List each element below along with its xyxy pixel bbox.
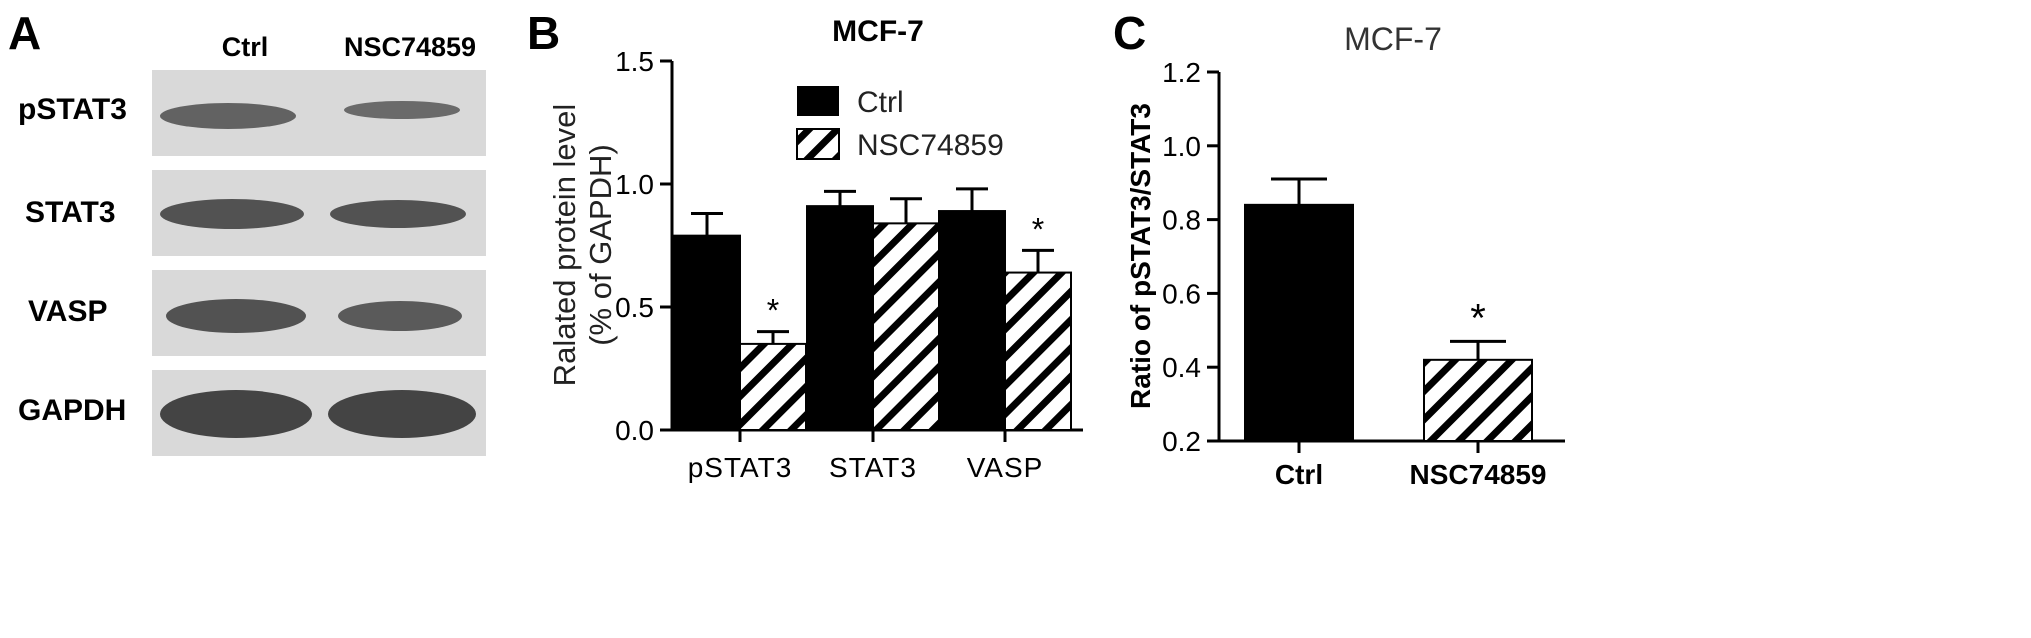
panel-b-letter: B [527, 7, 561, 59]
legend-swatch-nsc74859 [796, 128, 840, 160]
band-stat3-nsc74859 [330, 200, 466, 228]
blot-strip-stat3 [152, 170, 486, 256]
bar-pstat3-ctrl [673, 234, 741, 431]
blot-label-stat3: STAT3 [25, 196, 116, 229]
legend-swatch-ctrl [797, 86, 839, 116]
bar-ctrl [1244, 203, 1354, 442]
chart-c-y-tick-label: 1.2 [1162, 57, 1201, 88]
chart-c-x-tick-label: NSC74859 [1410, 459, 1547, 490]
blot-strip-vasp [152, 270, 486, 356]
chart-b: MCF-7 0.0 0.5 1.0 1.5 pSTAT3 * STAT3 VASP * Ralate… [547, 15, 1083, 483]
chart-c-y-tick-label: 0.6 [1162, 278, 1201, 309]
chart-b-x-tick-label: pSTAT3 [688, 452, 793, 483]
chart-c-significance-star: * [1470, 296, 1486, 340]
lane-header-nsc74859: NSC74859 [343, 32, 477, 62]
band-gapdh-nsc74859 [328, 390, 476, 438]
chart-c-y-tick-label: 0.8 [1162, 205, 1201, 236]
band-gapdh-ctrl [160, 390, 312, 438]
blot-strip-gapdh [152, 370, 486, 456]
chart-b-y-label-line: Ralated protein level [547, 104, 582, 387]
chart-b-y-tick-label: 0.5 [615, 292, 654, 323]
chart-c-y-tick-label: 0.2 [1162, 426, 1201, 457]
chart-c-y-tick-label: 1.0 [1162, 131, 1201, 162]
blot-strip-pstat3 [152, 70, 486, 156]
chart-b-legend: Ctrl NSC74859 [796, 86, 1004, 162]
chart-b-title: MCF-7 [832, 15, 924, 48]
bar-stat3-ctrl [806, 205, 874, 431]
bar-vasp-nsc74859 [1004, 271, 1072, 431]
band-pstat3-ctrl [160, 103, 296, 129]
panel-a-letter: A [8, 7, 42, 59]
chart-b-x-tick-label: VASP [967, 452, 1044, 483]
chart-b-y-tick-label: 0.0 [615, 415, 654, 446]
panel-c-letter: C [1113, 7, 1147, 59]
chart-c: MCF-7 0.2 0.4 0.6 0.8 1.0 1.2 Ctrl NSC74859 * Rati… [1125, 21, 1565, 490]
legend-label-nsc74859: NSC74859 [857, 129, 1004, 162]
chart-b-y-tick-label: 1.5 [615, 46, 654, 77]
chart-b-y-tick-label: 1.0 [615, 169, 654, 200]
chart-b-y-label: Ralated protein level(% of GAPDH) [547, 104, 618, 387]
bar-nsc74859 [1423, 358, 1533, 443]
band-vasp-ctrl [166, 299, 306, 333]
lane-header-ctrl: Ctrl [221, 32, 269, 62]
band-vasp-nsc74859 [338, 301, 462, 331]
chart-b-significance-star: * [767, 293, 779, 329]
blot-label-pstat3: pSTAT3 [18, 93, 127, 126]
band-stat3-ctrl [160, 199, 304, 229]
band-pstat3-nsc74859 [344, 101, 460, 119]
blot-label-vasp: VASP [28, 295, 108, 328]
chart-c-y-tick-label: 0.4 [1162, 352, 1201, 383]
blot-label-gapdh: GAPDH [18, 394, 127, 427]
bar-vasp-ctrl [938, 210, 1006, 431]
bar-stat3-nsc74859 [872, 222, 940, 431]
chart-c-title: MCF-7 [1344, 21, 1442, 57]
legend-label-ctrl: Ctrl [857, 86, 904, 119]
chart-b-y-label-line: (% of GAPDH) [583, 144, 618, 346]
chart-c-y-label: Ratio of pSTAT3/STAT3 [1125, 103, 1156, 409]
chart-c-x-tick-label: Ctrl [1275, 459, 1323, 490]
chart-b-x-tick-label: STAT3 [829, 452, 917, 483]
bar-pstat3-nsc74859 [739, 342, 807, 431]
chart-b-significance-star: * [1032, 211, 1044, 247]
